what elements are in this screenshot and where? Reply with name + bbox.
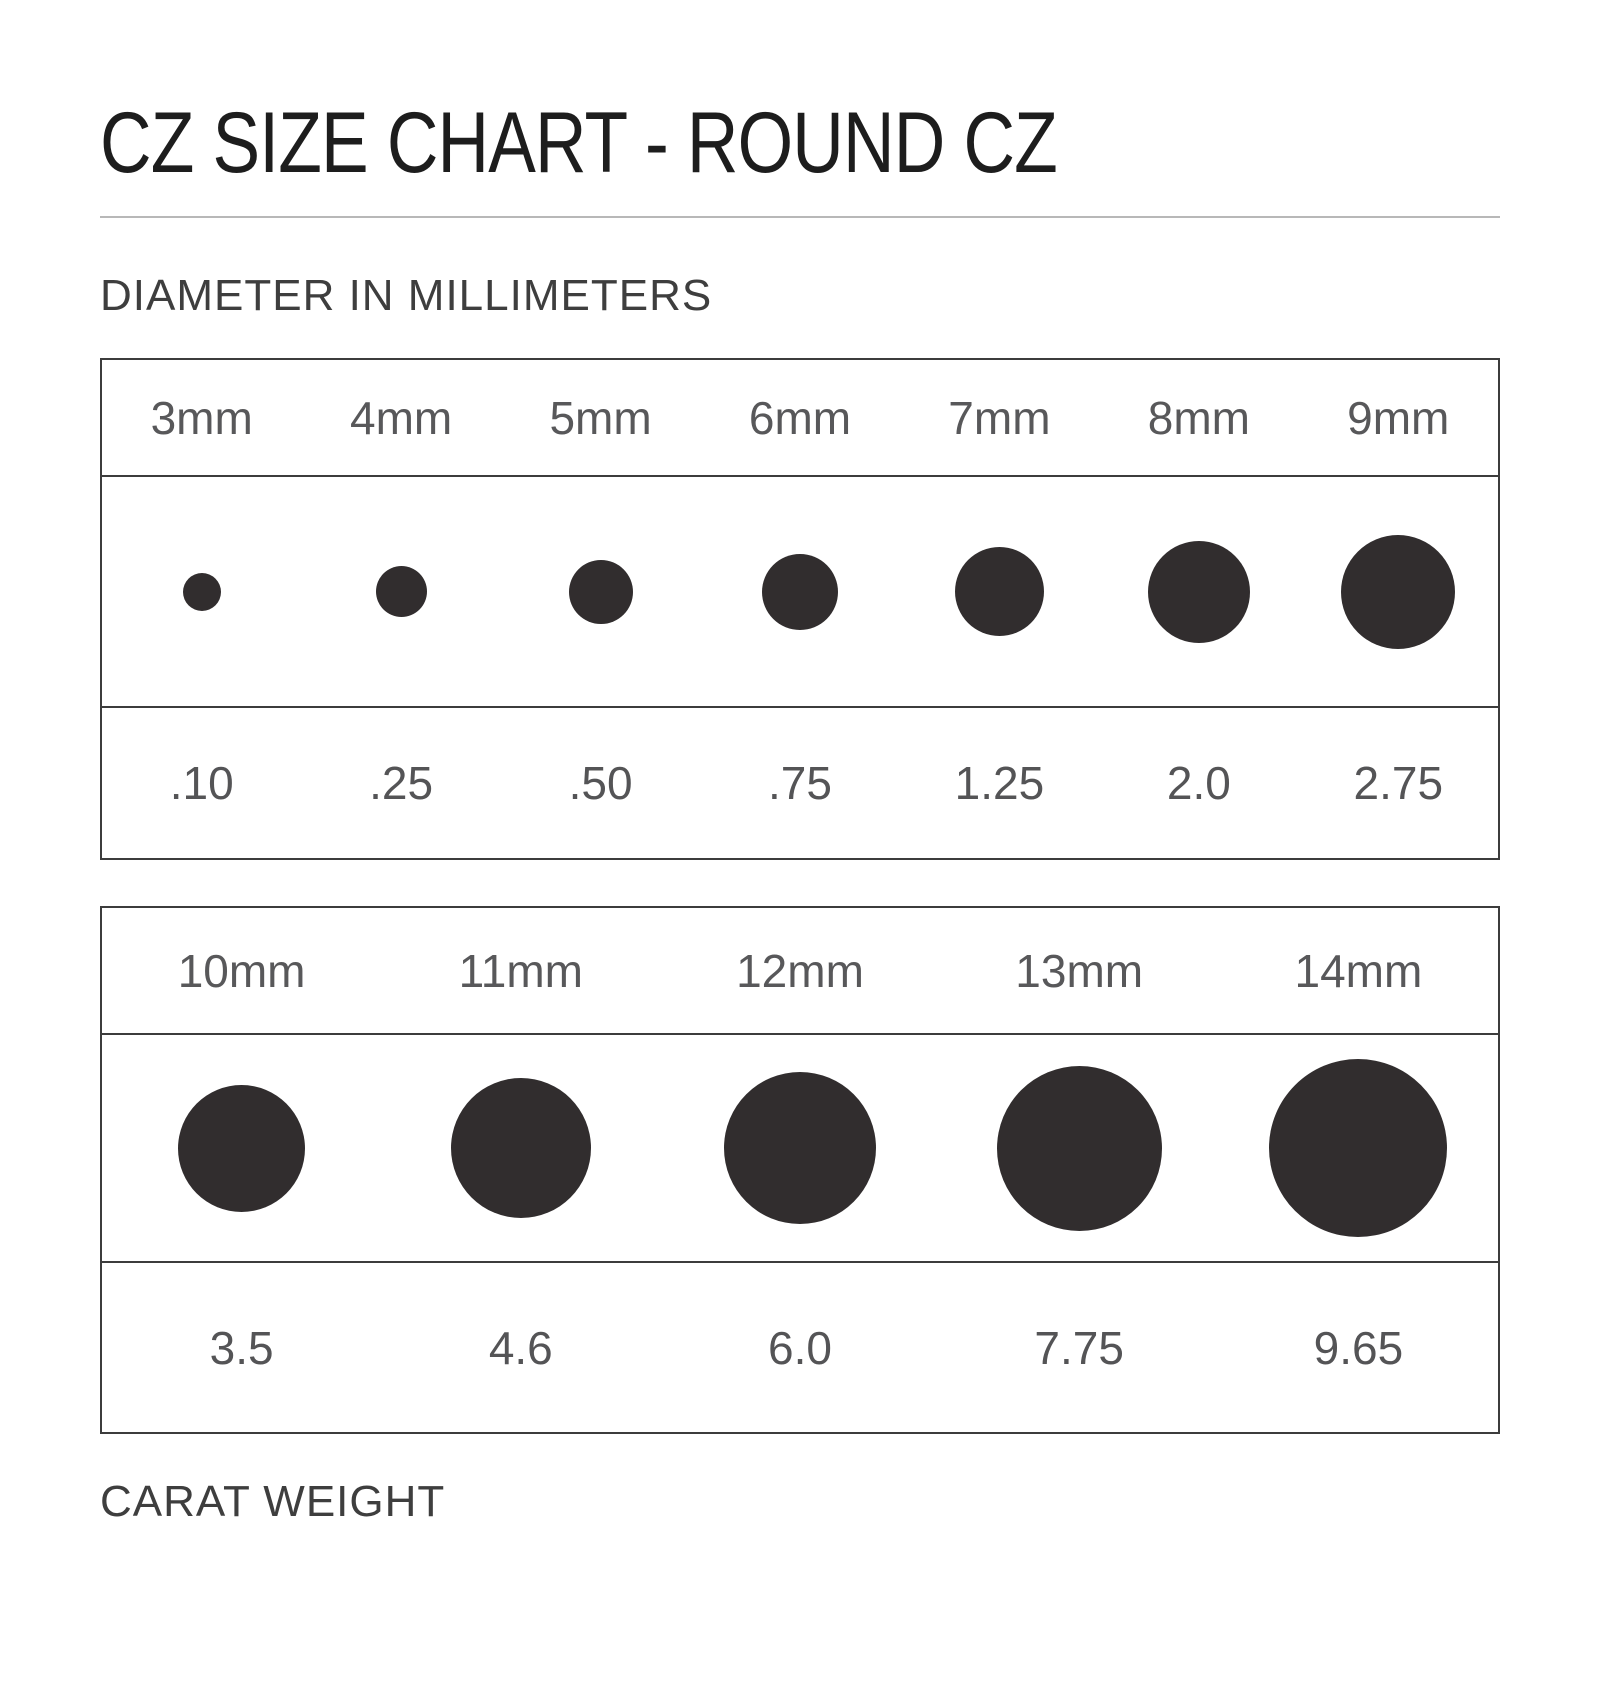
carat-weight-cell: .50	[568, 757, 633, 809]
carat-weight-cell: 2.0	[1166, 757, 1231, 809]
carat-weight-cell: .75	[768, 757, 832, 809]
mm-header-cell: 5mm	[549, 391, 652, 444]
title-divider	[100, 216, 1500, 218]
mm-header-cell: 14mm	[1294, 944, 1423, 997]
mm-header-cell: 8mm	[1147, 391, 1250, 444]
mm-header-cell: 12mm	[736, 944, 864, 997]
mm-header-cell: 11mm	[458, 944, 583, 997]
size-table-10mm-14mm: 10mm 11mm 12mm 13mm 14mm 3.5 4.6 6.0 7.75 9.65	[100, 906, 1500, 1434]
carat-weight-cell: 3.5	[209, 1321, 274, 1374]
mm-header-cell: 7mm	[948, 391, 1051, 444]
carat-weight-cell: .10	[169, 757, 234, 809]
dot-cell	[900, 477, 1099, 706]
mm-header-cell: 6mm	[748, 391, 852, 444]
size-table-3mm-9mm: 3mm 4mm 5mm 6mm 7mm 8mm 9mm .10 .25 .50 .75 1.25 2.0…	[100, 358, 1500, 860]
dot-cell	[660, 1035, 939, 1261]
cz-stone-dot	[182, 572, 221, 611]
cz-stone-dot	[568, 559, 633, 624]
table-row-hdr: 10mm 11mm 12mm 13mm 14mm	[102, 908, 1498, 1035]
carat-weight-cell: 1.25	[954, 757, 1045, 809]
table-row-carat: 3.5 4.6 6.0 7.75 9.65	[102, 1263, 1498, 1432]
mm-header-cell: 10mm	[177, 944, 306, 997]
table-row-dots	[102, 1035, 1498, 1263]
cz-stone-dot	[761, 553, 838, 630]
dot-cell	[700, 477, 899, 706]
carat-weight-cell: 6.0	[768, 1321, 832, 1374]
cz-stone-dot	[723, 1072, 876, 1224]
carat-weight-cell: .25	[369, 757, 434, 809]
cz-stone-dot	[450, 1078, 591, 1218]
dot-cell	[381, 1035, 660, 1261]
mm-header-cell: 3mm	[150, 391, 253, 444]
dot-cell	[102, 1035, 381, 1261]
table-row-carat: .10 .25 .50 .75 1.25 2.0 2.75	[102, 708, 1498, 858]
dot-cell	[940, 1035, 1219, 1261]
carat-weight-label: CARAT WEIGHT	[100, 1477, 446, 1526]
table-row-hdr: 3mm 4mm 5mm 6mm 7mm 8mm 9mm	[102, 360, 1498, 477]
carat-weight-cell: 9.65	[1313, 1321, 1404, 1374]
mm-header-cell: 4mm	[350, 391, 453, 444]
dot-cell	[1099, 477, 1298, 706]
cz-stone-dot	[1341, 534, 1456, 649]
mm-header-cell: 9mm	[1347, 391, 1450, 444]
cz-stone-dot	[954, 547, 1044, 636]
mm-header-cell: 13mm	[1015, 944, 1144, 997]
dot-cell	[1219, 1035, 1498, 1261]
cz-stone-dot	[996, 1065, 1162, 1231]
page-title: CZ SIZE CHART - ROUND CZ	[100, 95, 1058, 191]
cz-stone-dot	[1147, 540, 1250, 643]
table-row-dots	[102, 477, 1498, 708]
diameter-in-millimeters-label: DIAMETER IN MILLIMETERS	[100, 271, 713, 320]
cz-stone-dot	[178, 1084, 306, 1212]
carat-weight-cell: 2.75	[1353, 757, 1444, 809]
cz-stone-dot	[1269, 1059, 1448, 1237]
dot-cell	[301, 477, 500, 706]
carat-weight-cell: 4.6	[488, 1321, 553, 1374]
cz-size-chart-page: CZ SIZE CHART - ROUND CZ DIAMETER IN MIL…	[0, 100, 1600, 1700]
dot-cell	[501, 477, 700, 706]
dot-cell	[1299, 477, 1498, 706]
carat-weight-cell: 7.75	[1034, 1321, 1124, 1374]
dot-cell	[102, 477, 301, 706]
cz-stone-dot	[375, 566, 427, 617]
